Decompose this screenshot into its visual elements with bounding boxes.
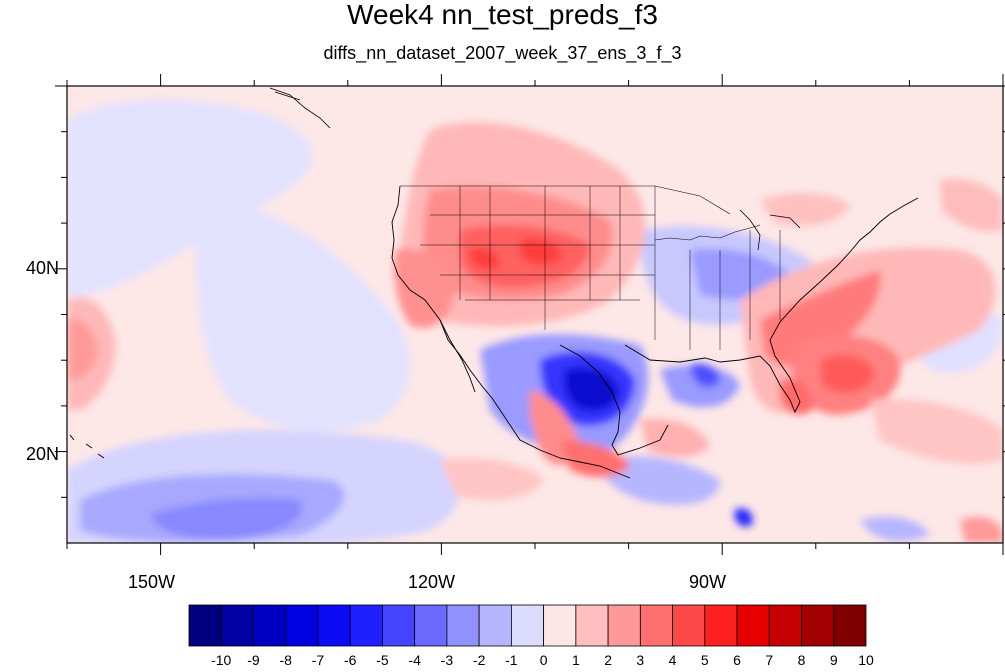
colorbar-label: 3: [636, 652, 645, 668]
y-tick-label-40n: 40N: [26, 258, 60, 278]
colorbar-box: [253, 604, 287, 647]
colorbar-box: [382, 604, 416, 647]
colorbar-box: [317, 604, 351, 647]
colorbar-box: [672, 604, 706, 647]
colorbar-box: [768, 604, 802, 647]
colorbar-box: [510, 604, 545, 647]
colorbar-label: 7: [765, 652, 774, 668]
colorbar-label: 8: [797, 652, 806, 668]
colorbar-box: [833, 604, 867, 647]
colorbar-label: -4: [408, 652, 421, 668]
colorbar-label: -3: [440, 652, 454, 668]
colorbar-box: [801, 604, 835, 647]
x-tick-label-150w: 150W: [128, 572, 176, 592]
colorbar-label: 9: [829, 652, 838, 668]
colorbar-box: [478, 604, 512, 647]
colorbar-label: 4: [668, 652, 677, 668]
colorbar-box: [349, 604, 383, 647]
map-subtitle: diffs_nn_dataset_2007_week_37_ens_3_f_3: [323, 43, 682, 63]
x-tick-label-90w: 90W: [689, 572, 727, 592]
colorbar-label: -7: [311, 652, 325, 668]
colorbar-label: 1: [571, 652, 580, 668]
colorbar-label: 0: [539, 652, 548, 668]
colorbar-label: -6: [343, 652, 357, 668]
colorbar-box: [446, 604, 480, 647]
colorbar-box: [704, 604, 738, 647]
anomaly-field: [67, 99, 1003, 543]
x-tick-label-120w: 120W: [408, 572, 456, 592]
colorbar-box: [220, 604, 254, 647]
colorbar-label: 2: [604, 652, 612, 668]
colorbar-box: [285, 604, 319, 647]
colorbar-label: 6: [733, 652, 741, 668]
colorbar: [188, 604, 867, 647]
colorbar-box: [543, 604, 577, 647]
y-tick-label-20n: 20N: [26, 444, 60, 464]
colorbar-label: -1: [505, 652, 518, 668]
colorbar-box: [607, 604, 641, 647]
colorbar-label: -10: [211, 652, 232, 668]
colorbar-label: 10: [858, 652, 874, 668]
colorbar-label: -2: [472, 652, 486, 668]
map-title: Week4 nn_test_preds_f3: [347, 0, 658, 30]
axis-ticks: [55, 74, 1005, 555]
coastline-layer: [69, 87, 919, 479]
colorbar-label: -8: [279, 652, 292, 668]
colorbar-box: [575, 604, 609, 647]
colorbar-box: [736, 604, 770, 647]
colorbar-box: [188, 604, 222, 647]
colorbar-label: -5: [376, 652, 389, 668]
colorbar-label: 5: [700, 652, 709, 668]
colorbar-label: -9: [247, 652, 260, 668]
colorbar-box: [414, 604, 448, 647]
colorbar-box: [639, 604, 673, 647]
